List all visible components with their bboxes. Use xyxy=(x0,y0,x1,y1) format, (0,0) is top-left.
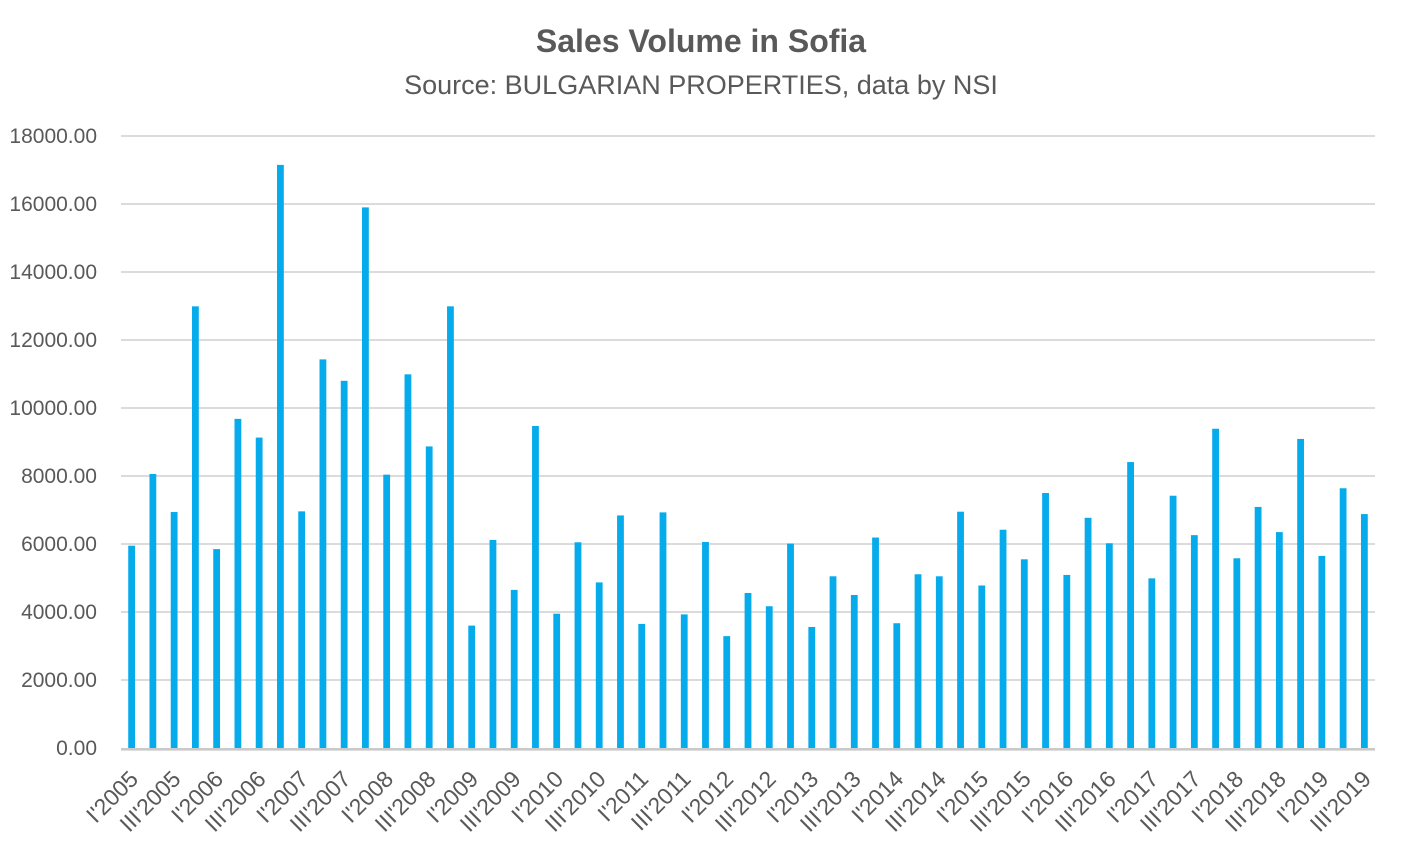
svg-text:18000.00: 18000.00 xyxy=(9,125,97,148)
svg-text:Source: BULGARIAN PROPERTIES,: Source: BULGARIAN PROPERTIES, data by NS… xyxy=(404,70,998,100)
svg-text:0.00: 0.00 xyxy=(56,737,97,760)
svg-text:Sales Volume in Sofia: Sales Volume in Sofia xyxy=(536,23,866,59)
svg-text:14000.00: 14000.00 xyxy=(9,261,97,284)
svg-text:4000.00: 4000.00 xyxy=(21,601,97,624)
svg-text:10000.00: 10000.00 xyxy=(9,397,97,420)
svg-text:16000.00: 16000.00 xyxy=(9,193,97,216)
svg-text:6000.00: 6000.00 xyxy=(21,533,97,556)
svg-text:8000.00: 8000.00 xyxy=(21,465,97,488)
svg-text:2000.00: 2000.00 xyxy=(21,669,97,692)
svg-text:12000.00: 12000.00 xyxy=(9,329,97,352)
